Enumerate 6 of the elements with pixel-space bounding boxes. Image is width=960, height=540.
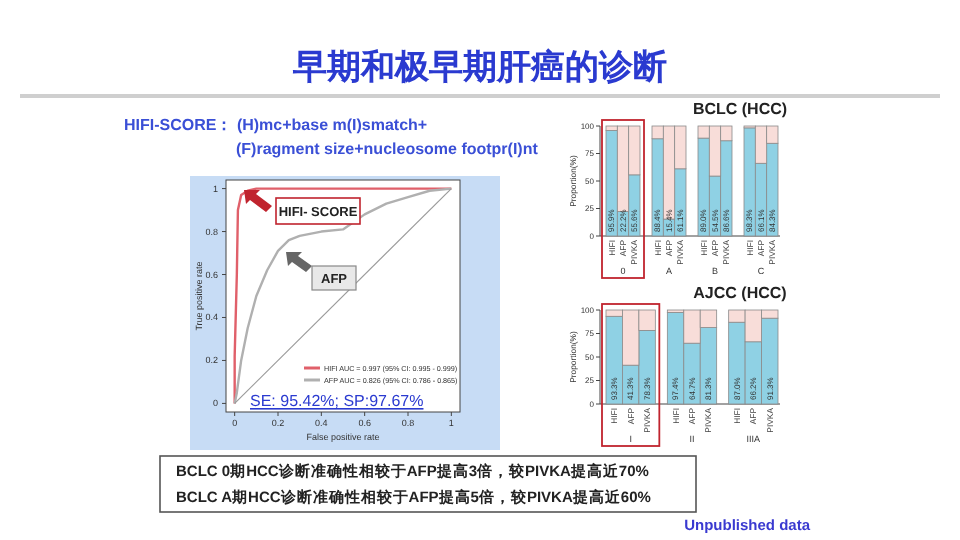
text: (F)ragment size+nucleosome footpr(I)nt <box>236 140 539 158</box>
chart-title: BCLC (HCC) <box>692 100 788 118</box>
text: 早期和极早期肝癌的诊断 <box>291 48 667 86</box>
chart-title: AJCC (HCC) <box>693 284 788 302</box>
text: HIFI-SCORE： (H)mc+base m(I)smatch+ <box>124 116 428 134</box>
annotation: SE: 95.42%; SP:97.67% <box>250 392 424 410</box>
